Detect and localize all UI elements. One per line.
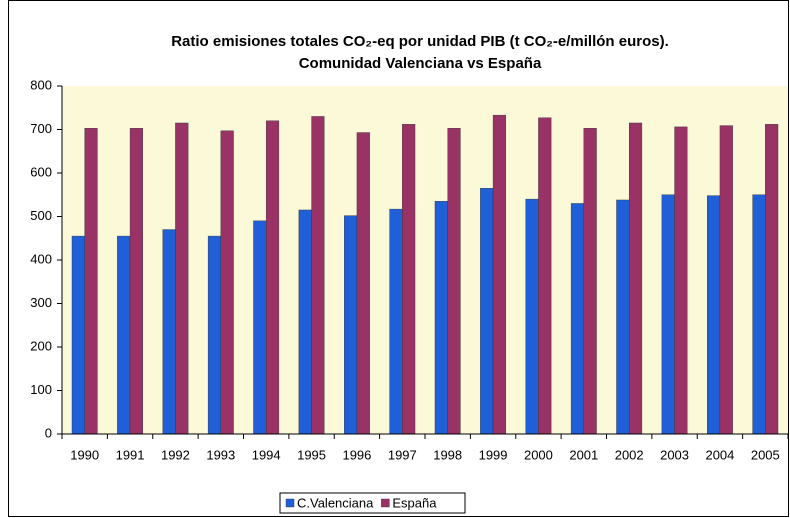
x-tick-label: 1997	[388, 447, 417, 462]
bar	[253, 220, 267, 435]
x-tick-label: 2002	[615, 447, 644, 462]
y-tick-label: 300	[30, 295, 52, 310]
x-tick-label: 1996	[342, 447, 371, 462]
bar	[129, 127, 143, 435]
x-tick-label: 2000	[524, 447, 553, 462]
legend-label: España	[392, 495, 437, 510]
bar	[628, 122, 643, 435]
bar	[207, 235, 222, 435]
legend-swatch	[285, 498, 295, 508]
y-tick-label: 400	[30, 251, 52, 266]
bar	[480, 188, 494, 435]
bar	[434, 201, 448, 435]
bar	[175, 122, 189, 435]
bar	[674, 126, 688, 435]
chart-title: Ratio emisiones totales CO₂-eq por unida…	[171, 33, 669, 50]
x-tick-label: 1990	[70, 447, 99, 462]
x-tick-label: 1995	[297, 447, 326, 462]
bar	[344, 215, 358, 435]
bar	[719, 125, 733, 435]
y-tick-label: 200	[30, 338, 52, 353]
bar	[162, 229, 176, 435]
bar	[538, 117, 552, 435]
bar	[447, 127, 461, 435]
bar	[71, 235, 85, 435]
bar	[752, 194, 766, 435]
x-tick-label: 1999	[479, 447, 508, 462]
bar	[117, 235, 131, 435]
y-tick-label: 800	[30, 77, 52, 92]
bar	[525, 198, 539, 435]
y-tick-label: 700	[30, 121, 52, 136]
x-tick-label: 2004	[705, 447, 734, 462]
bar	[389, 208, 403, 435]
y-tick-label: 0	[45, 425, 52, 440]
legend-box	[279, 492, 466, 514]
x-tick-label: 1991	[116, 447, 145, 462]
bar	[84, 127, 98, 435]
bar	[356, 132, 370, 435]
bar	[298, 209, 312, 435]
x-tick-label: 1994	[252, 447, 281, 462]
x-tick-label: 2005	[751, 447, 780, 462]
bar	[311, 116, 325, 435]
y-tick-label: 500	[30, 208, 52, 223]
y-tick-label: 100	[30, 382, 52, 397]
x-tick-label: 2001	[569, 447, 598, 462]
x-tick-label: 2003	[660, 447, 689, 462]
bar	[492, 114, 506, 435]
x-tick-label: 1998	[433, 447, 462, 462]
bar	[265, 120, 280, 435]
x-tick-label: 1993	[206, 447, 235, 462]
chart-title: Comunidad Valenciana vs España	[299, 55, 542, 72]
bar	[616, 199, 630, 435]
bar	[707, 195, 721, 435]
legend-swatch	[381, 498, 390, 508]
bar	[583, 127, 597, 435]
bar	[661, 194, 675, 435]
bar	[765, 124, 779, 435]
x-tick-label: 1992	[161, 447, 190, 462]
y-tick-label: 600	[30, 164, 52, 179]
bar	[220, 130, 234, 435]
bar	[402, 124, 416, 435]
legend-label: C.Valenciana	[297, 495, 374, 510]
bar	[570, 203, 585, 435]
